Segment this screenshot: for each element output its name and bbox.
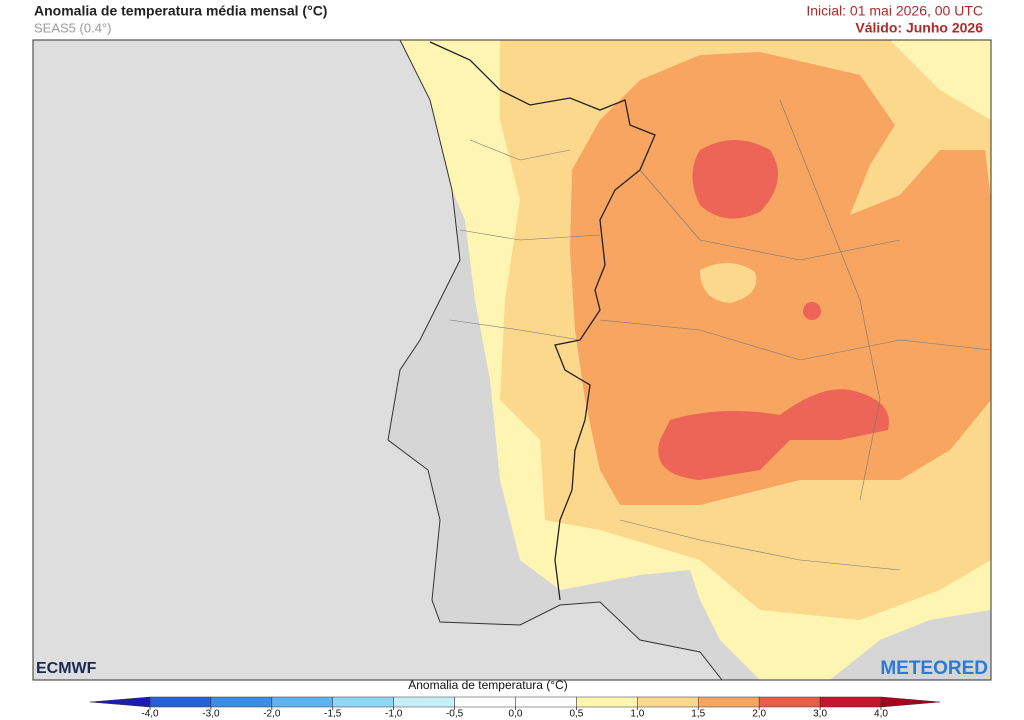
anomaly-2-0 [803,302,821,320]
colorbar-tick-label: -2,0 [263,709,281,720]
colorbar-tick-label: -4,0 [141,709,159,720]
map: ECMWF METEORED [32,39,992,681]
colorbar-segment [515,696,577,708]
map-title: Anomalia de temperatura média mensal (°C… [34,3,327,19]
colorbar-extend-low [89,696,151,708]
border [429,41,656,601]
colorbar-tick-label: 0,5 [569,709,583,720]
valid-time: Válido: Junho 2026 [855,20,983,36]
colorbar-segment [576,696,638,708]
colorbar-tick-label: 2,0 [752,709,766,720]
colorbar-segment [698,696,760,708]
colorbar-tick-label: -1,5 [324,709,342,720]
colorbar-segment [210,696,273,708]
meteored-logo: METEORED [880,658,988,679]
map-frame [32,39,992,681]
colorbar-tick-label: 1,0 [630,709,644,720]
coast [387,40,723,680]
colorbar-tick-label: -0,5 [446,709,464,720]
colorbar-segment [393,696,455,708]
colorbar-tick-label: 4,0 [874,709,888,720]
colorbar-segment [637,696,699,708]
anomaly-2-0 [692,140,778,219]
initial-time: Inicial: 01 mai 2026, 00 UTC [806,3,983,19]
colorbar-segment [454,696,516,708]
colorbar-segment [271,696,334,708]
colorbar: -4,0 -3,0 -2,0 -1,5 -1,0 -0,5 0,0 0,5 1,0 1,5 2,0 3… [89,696,941,720]
colorbar-tick-label: -1,0 [385,709,403,720]
anomaly-1-0-hole [700,262,757,303]
colorbar-segment [758,696,821,708]
ecmwf-logo: ECMWF [36,660,97,677]
colorbar-segment [149,696,212,708]
anomaly-2-0 [658,389,889,480]
colorbar-tick-label: 0,0 [509,709,523,720]
colorbar-tick-label: 3,0 [813,709,827,720]
land-neutral [388,190,991,680]
region-borders [449,99,991,571]
colorbar-extend-high [880,696,941,708]
colorbar-tick-label: 1,5 [691,709,705,720]
colorbar-segment [332,696,394,708]
colorbar-segment [819,696,882,708]
anomaly-1-5 [570,52,991,505]
colorbar-tick-label: -3,0 [202,709,220,720]
colorbar-title: Anomalia de temperatura (°C) [408,678,568,692]
map-subtitle: SEAS5 (0.4°) [34,20,111,35]
